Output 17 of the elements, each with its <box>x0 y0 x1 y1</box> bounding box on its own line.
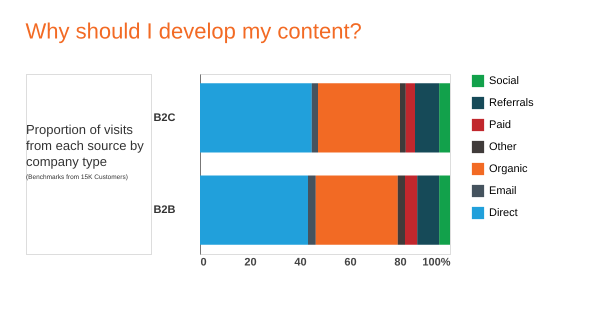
legend-label: Social <box>489 75 519 87</box>
legend-label: Other <box>489 141 517 153</box>
x-tick-label: 60 <box>344 256 357 268</box>
legend-label: Email <box>489 185 517 197</box>
x-tick-label: 80 <box>394 256 407 268</box>
x-tick-label: 100% <box>422 256 451 268</box>
x-tick-label: 20 <box>244 256 257 268</box>
x-tick-label: 0 <box>200 256 207 268</box>
x-tick-label: 40 <box>294 256 307 268</box>
chart-title: Why should I develop my content? <box>26 18 362 44</box>
y-tick-label: B2C <box>153 112 176 124</box>
legend-label: Paid <box>489 119 512 131</box>
legend-label: Organic <box>489 163 528 175</box>
y-tick-label: B2B <box>153 204 176 216</box>
text: Proportion of visits from each source by company type <box>26 122 144 169</box>
legend-label: Referrals <box>489 97 534 109</box>
legend-label: Direct <box>489 207 518 219</box>
